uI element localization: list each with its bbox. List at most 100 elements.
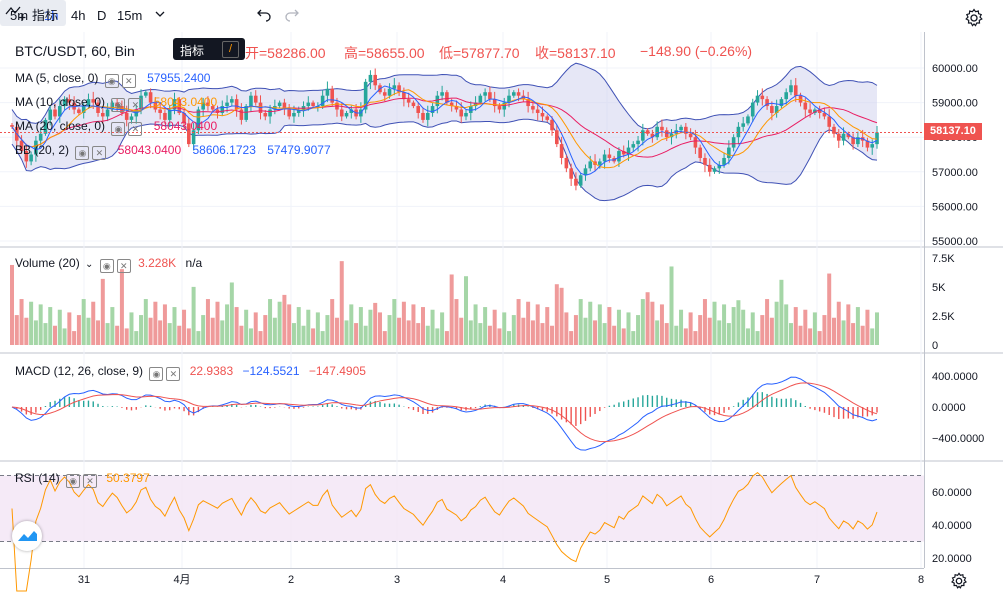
eye-icon[interactable]: ◉: [99, 259, 114, 273]
candle-body: [196, 109, 201, 131]
close-icon[interactable]: ✕: [166, 367, 181, 381]
close-icon[interactable]: ✕: [83, 474, 98, 488]
timeframe-1h[interactable]: 1h: [44, 8, 59, 23]
volume-bar: [793, 307, 798, 345]
candle-body: [483, 92, 487, 96]
volume-bar: [425, 325, 430, 345]
settings-gear-icon[interactable]: [950, 572, 968, 590]
time-axis-label: 4: [500, 574, 506, 586]
volume-bar: [679, 309, 684, 345]
eye-icon[interactable]: ◉: [66, 474, 81, 488]
close-icon[interactable]: ✕: [116, 259, 131, 273]
redo-icon[interactable]: [284, 8, 300, 32]
eye-icon[interactable]: ◉: [111, 122, 126, 136]
volume-bar: [186, 328, 191, 345]
candle-body: [540, 112, 545, 117]
volume-bar: [507, 331, 512, 345]
candle-body: [832, 126, 836, 134]
volume-bar: [870, 328, 875, 345]
time-axis-label: 4月: [173, 574, 190, 586]
close-icon[interactable]: ✕: [128, 122, 143, 136]
timeframe-d[interactable]: D: [97, 8, 107, 23]
rsi-legend[interactable]: RSI (14) ◉ ✕ 50.3797: [15, 471, 150, 488]
candle-body: [808, 109, 812, 113]
candle-body: [48, 109, 53, 120]
candle-body: [263, 112, 268, 117]
candle-body: [621, 151, 626, 155]
bollinger-band-fill: [12, 63, 877, 201]
macd-legend[interactable]: MACD (12, 26, close, 9) ◉ ✕ 22.9383 −124.…: [15, 364, 366, 381]
candle-body: [865, 140, 870, 148]
indicators-button[interactable]: 指标: [0, 0, 66, 26]
volume-bar: [521, 317, 526, 345]
candle-body: [148, 92, 153, 103]
macd-label: MACD (12, 26, close, 9): [15, 364, 144, 378]
rsi-label: RSI (14): [15, 471, 60, 485]
volume-bar: [129, 312, 134, 345]
candle-body: [91, 99, 96, 103]
volume-bar: [48, 307, 53, 345]
bb-legend[interactable]: BB (20, 2) ◉ ✕ 58043.0400 58606.1723 5747…: [15, 143, 331, 160]
volume-bar: [268, 299, 273, 345]
eye-icon[interactable]: ◉: [75, 146, 90, 160]
volume-bar: [282, 294, 287, 345]
close-icon[interactable]: ✕: [92, 146, 107, 160]
volume-value: 3.228K: [138, 256, 177, 270]
candle-body: [684, 126, 688, 134]
volume-bar: [277, 301, 282, 345]
candle-body: [430, 106, 435, 113]
volume-bar: [860, 325, 865, 345]
ma10-legend[interactable]: MA (10, close, 0) ◉ ✕ 58043.0400: [15, 95, 217, 112]
volume-bar: [841, 320, 846, 345]
candle-body: [617, 151, 621, 162]
volume-legend[interactable]: Volume (20) ⌄ ◉ ✕ 3.228K n/a: [15, 256, 202, 273]
candle-body: [225, 102, 229, 107]
volume-bar: [134, 331, 139, 345]
candle-body: [320, 95, 325, 107]
candle-body: [62, 99, 67, 107]
timeframe-4h[interactable]: 4h: [71, 8, 86, 23]
candle-body: [292, 112, 296, 117]
candle-body: [182, 112, 186, 124]
candle-body: [96, 102, 100, 113]
candle-body: [72, 102, 76, 110]
ma20-legend[interactable]: MA (20, close, 0) ◉ ✕ 58043.0400: [15, 119, 217, 136]
candle-body: [679, 126, 683, 131]
candle-body: [741, 123, 745, 127]
close-icon[interactable]: ✕: [128, 98, 143, 112]
candle-body: [19, 140, 24, 152]
candle-body: [411, 102, 416, 107]
chevron-down-icon[interactable]: ⌄: [85, 259, 94, 270]
volume-bar: [851, 323, 856, 345]
undo-icon[interactable]: [256, 8, 272, 32]
candle-body: [822, 112, 827, 117]
volume-bar: [377, 312, 382, 345]
volume-bar: [607, 307, 612, 345]
ma5-legend[interactable]: MA (5, close, 0) ◉ ✕ 57955.2400: [15, 71, 210, 88]
eye-icon[interactable]: ◉: [149, 367, 164, 381]
volume-bar: [526, 301, 531, 345]
eye-icon[interactable]: ◉: [104, 74, 119, 88]
price-axis-label: 57000.00: [932, 167, 978, 179]
candle-body: [445, 92, 449, 103]
chevron-down-icon[interactable]: [155, 11, 165, 35]
candle-body: [105, 109, 110, 117]
volume-bar: [774, 301, 779, 345]
volume-bar: [315, 312, 320, 345]
candle-body: [34, 140, 38, 155]
candle-body: [473, 102, 478, 107]
timeframe-15m[interactable]: 15m: [117, 8, 143, 23]
close-icon[interactable]: ✕: [121, 74, 136, 88]
time-axis-label: 6: [708, 574, 714, 586]
rsi-band-fill: [0, 475, 924, 542]
settings-gear-icon[interactable]: [964, 6, 984, 30]
tradingview-logo-icon[interactable]: [12, 521, 42, 551]
candle-body: [817, 109, 822, 113]
volume-bar: [354, 323, 359, 345]
candle-body: [727, 147, 731, 158]
candle-body: [664, 130, 669, 138]
candle-body: [144, 92, 148, 96]
volume-bar: [19, 299, 24, 345]
eye-icon[interactable]: ◉: [111, 98, 126, 112]
